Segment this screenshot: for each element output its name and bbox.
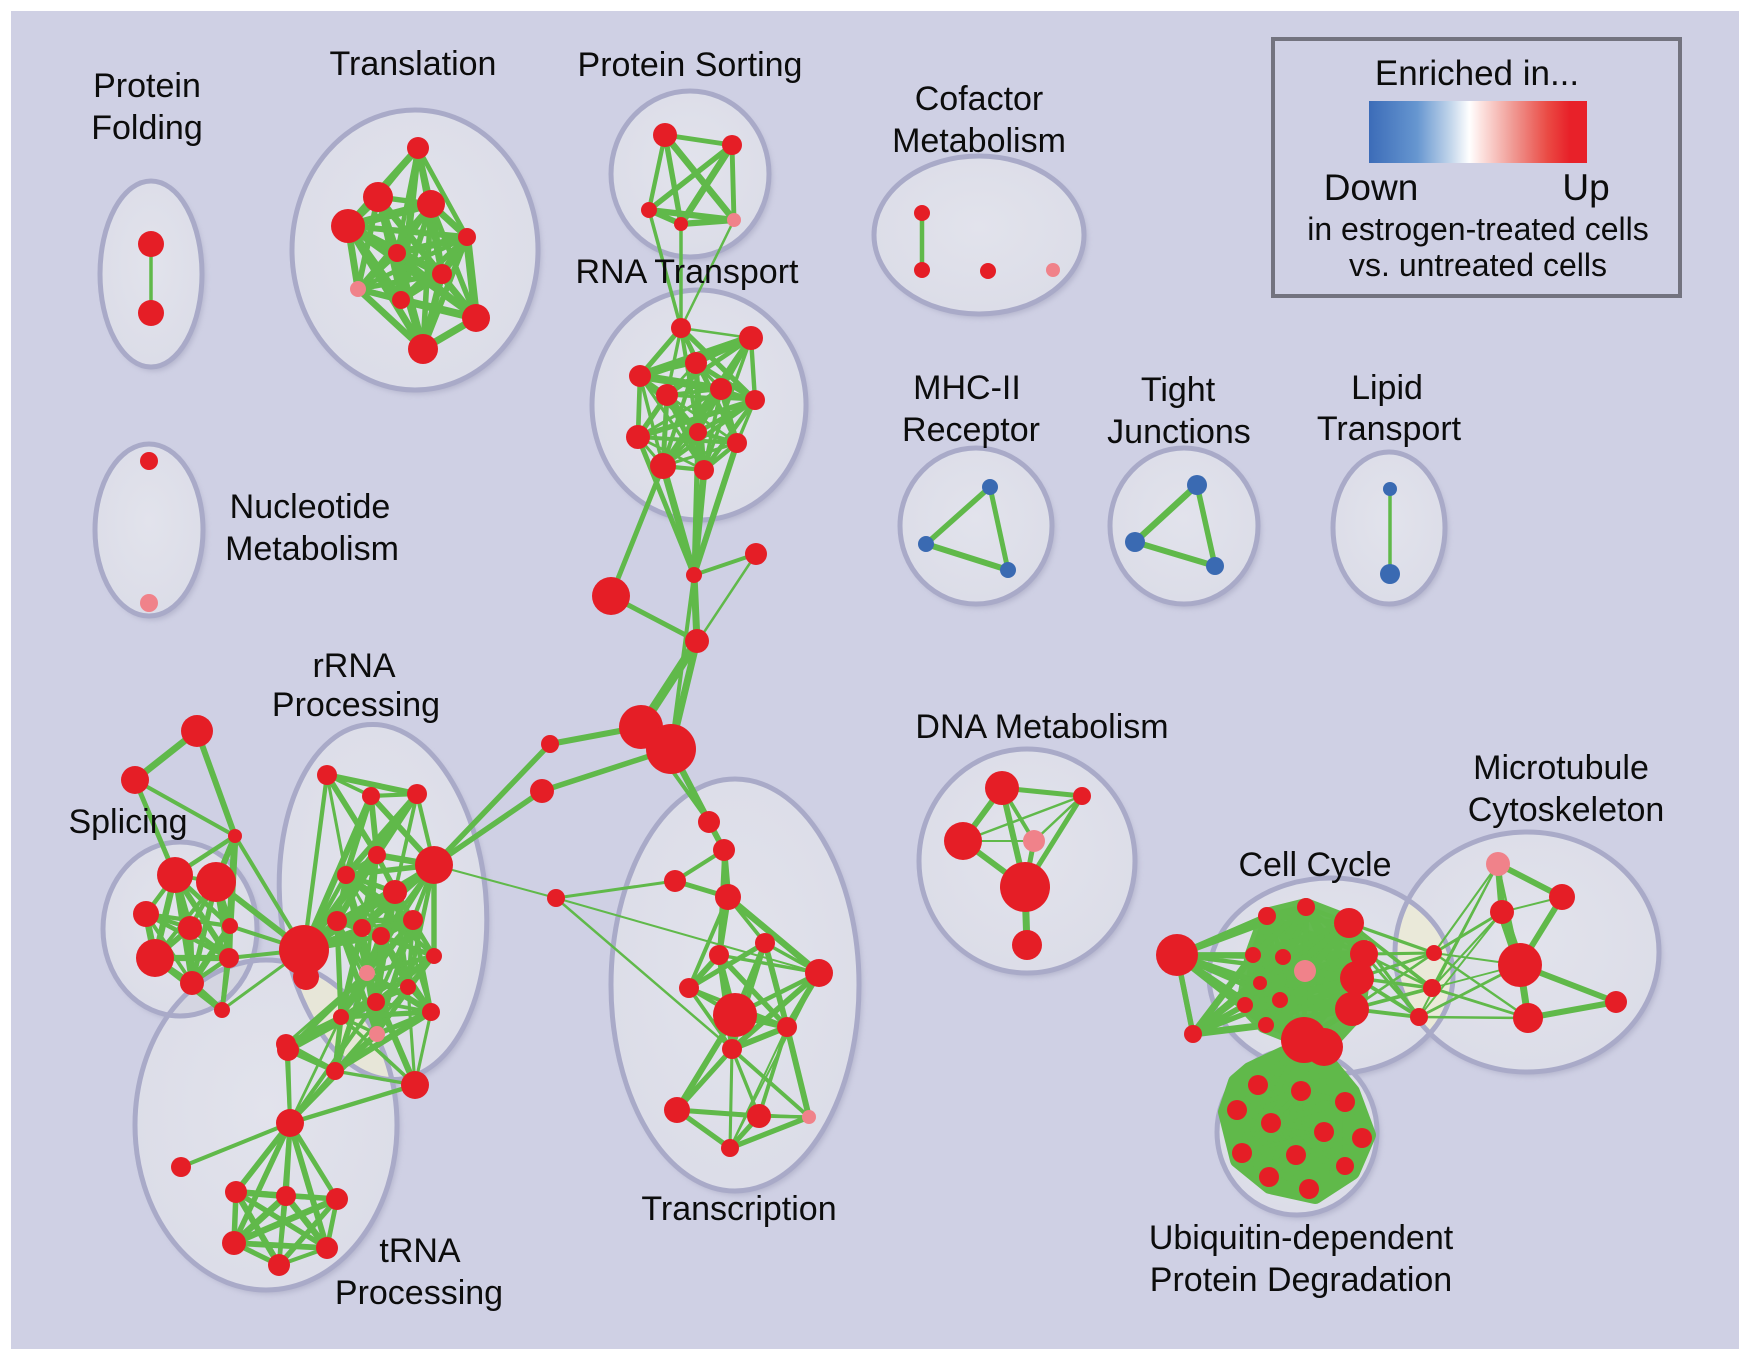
svg-text:RNA Transport: RNA Transport [576, 253, 800, 291]
svg-text:Cofactor: Cofactor [915, 80, 1044, 118]
svg-text:Protein: Protein [93, 67, 201, 105]
svg-text:in estrogen-treated cells: in estrogen-treated cells [1307, 211, 1649, 247]
svg-text:Lipid: Lipid [1351, 369, 1423, 407]
svg-text:rRNA: rRNA [312, 647, 395, 685]
svg-text:DNA Metabolism: DNA Metabolism [915, 708, 1168, 746]
svg-text:vs. untreated cells: vs. untreated cells [1349, 247, 1607, 283]
svg-text:Up: Up [1562, 167, 1609, 208]
svg-text:Translation: Translation [330, 45, 497, 83]
svg-text:Junctions: Junctions [1107, 413, 1251, 451]
svg-text:Transcription: Transcription [641, 1190, 836, 1228]
svg-text:Protein Sorting: Protein Sorting [578, 46, 803, 84]
svg-text:Ubiquitin-dependent: Ubiquitin-dependent [1149, 1219, 1454, 1257]
svg-text:Splicing: Splicing [68, 803, 187, 841]
svg-text:Cell Cycle: Cell Cycle [1238, 846, 1391, 884]
svg-text:Enriched in...: Enriched in... [1375, 54, 1579, 93]
svg-text:Down: Down [1324, 167, 1419, 208]
svg-text:Nucleotide: Nucleotide [230, 488, 391, 526]
svg-text:Transport: Transport [1317, 410, 1462, 448]
svg-text:Processing: Processing [272, 686, 440, 724]
svg-text:Protein Degradation: Protein Degradation [1150, 1261, 1452, 1299]
svg-text:Folding: Folding [91, 109, 203, 147]
svg-text:Microtubule: Microtubule [1473, 749, 1649, 787]
svg-text:Cytoskeleton: Cytoskeleton [1468, 791, 1665, 829]
svg-text:Receptor: Receptor [902, 411, 1040, 449]
svg-text:Processing: Processing [335, 1274, 503, 1312]
svg-text:Tight: Tight [1141, 371, 1216, 409]
svg-text:MHC-II: MHC-II [913, 369, 1021, 407]
svg-text:tRNA: tRNA [379, 1232, 461, 1270]
svg-text:Metabolism: Metabolism [225, 530, 399, 568]
svg-text:Metabolism: Metabolism [892, 122, 1066, 160]
